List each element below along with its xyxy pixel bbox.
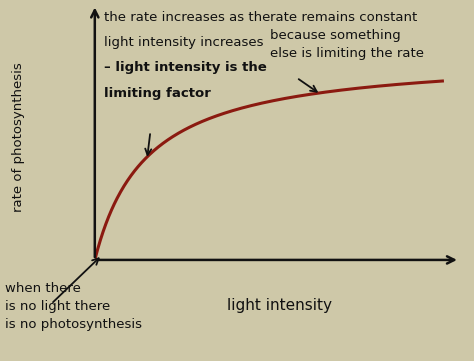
Text: light intensity increases: light intensity increases: [104, 36, 264, 49]
Text: when there
is no light there
is no photosynthesis: when there is no light there is no photo…: [5, 282, 142, 331]
Text: – light intensity is the: – light intensity is the: [104, 61, 267, 74]
Text: rate remains constant
because something
else is limiting the rate: rate remains constant because something …: [270, 11, 424, 60]
Text: the rate increases as the: the rate increases as the: [104, 11, 271, 24]
Text: limiting factor: limiting factor: [104, 87, 211, 100]
Text: light intensity: light intensity: [227, 297, 332, 313]
Text: rate of photosynthesis: rate of photosynthesis: [12, 62, 26, 212]
